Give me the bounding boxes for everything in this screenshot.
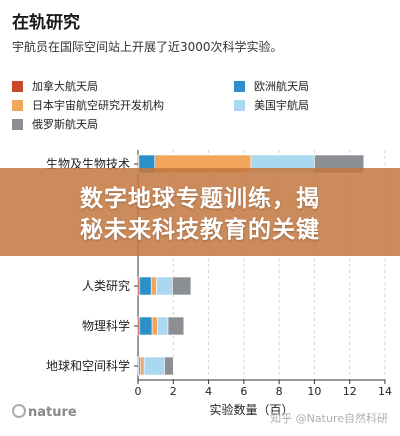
legend-label: 俄罗斯航天局 (32, 118, 98, 131)
nature-logo: nature (12, 404, 77, 420)
legend-swatch (12, 99, 23, 111)
bar-segment (172, 276, 192, 296)
x-tick-label: 0 (135, 385, 142, 398)
bar-segment (164, 356, 174, 376)
x-tick-label: 14 (378, 385, 392, 398)
y-tick-label: 生物及生物技术 (46, 157, 130, 171)
bar-segment (157, 316, 169, 336)
legend-item-esa: 欧洲航天局 (234, 78, 309, 94)
legend-swatch (234, 80, 245, 92)
bar-segment (156, 276, 173, 296)
bar-segment (150, 276, 157, 296)
x-tick-label: 10 (307, 385, 321, 398)
x-tick-label: 12 (343, 385, 357, 398)
overlay-banner (0, 168, 400, 256)
nature-ring-icon (12, 404, 26, 418)
legend-item-csa: 加拿大航天局 (12, 78, 98, 94)
chart-subtitle: 宇航员在国际空间站上开展了近3000次科学实验。 (12, 40, 283, 54)
legend: 加拿大航天局 欧洲航天局 日本宇宙航空研究开发机构 美国宇航局 俄罗斯航天局 (12, 78, 392, 138)
bar-segment (167, 316, 185, 336)
x-tick-label: 6 (240, 385, 247, 398)
x-tick-label: 4 (205, 385, 212, 398)
legend-item-jaxa: 日本宇宙航空研究开发机构 (12, 97, 164, 113)
x-tick-label: 2 (170, 385, 177, 398)
banner-line-1: 数字地球专题训练，揭 (80, 186, 320, 212)
bar-segment (140, 356, 145, 376)
legend-item-roscosmos: 俄罗斯航天局 (12, 116, 98, 132)
legend-label: 日本宇宙航空研究开发机构 (32, 99, 164, 112)
chart-title: 在轨研究 (12, 13, 80, 33)
watermark: 知乎 @Nature自然科研 (270, 412, 388, 425)
bar-segment (139, 316, 153, 336)
x-tick-label: 8 (276, 385, 283, 398)
legend-swatch (12, 118, 23, 130)
legend-label: 欧洲航天局 (254, 80, 309, 93)
legend-swatch (12, 80, 23, 92)
y-tick-label: 地球和空间科学 (46, 358, 130, 373)
bar-segment (151, 316, 158, 336)
legend-swatch (234, 99, 245, 111)
bar-segment (139, 276, 152, 296)
y-tick-label: 物理科学 (82, 318, 130, 333)
nature-logo-text: nature (28, 405, 77, 420)
y-tick-label: 人类研究 (82, 278, 130, 293)
bar-segment (143, 356, 165, 376)
legend-item-nasa: 美国宇航局 (234, 97, 309, 113)
legend-label: 美国宇航局 (254, 99, 309, 112)
banner-line-2: 秘未来科技教育的关键 (80, 217, 320, 243)
banner-text: 数字地球专题训练，揭 秘未来科技教育的关键 (0, 184, 400, 246)
x-axis-label: 实验数量（百） (209, 402, 293, 417)
legend-label: 加拿大航天局 (32, 80, 98, 93)
